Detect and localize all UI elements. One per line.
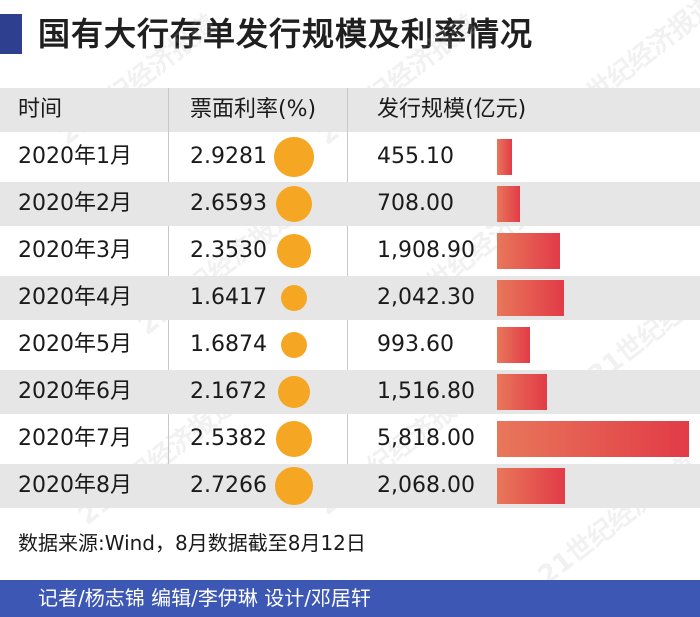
- table-row: 2020年1月 2.9281 455.10: [0, 135, 700, 179]
- rate-label: 2.3530: [190, 238, 267, 263]
- size-label: 2,068.00: [377, 473, 475, 498]
- header-month: 时间: [18, 97, 63, 122]
- table-row: 2020年4月 1.6417 2,042.30: [0, 276, 700, 320]
- size-bar: [497, 468, 566, 504]
- table-row: 2020年5月 1.6874 993.60: [0, 323, 700, 367]
- month-label: 2020年8月: [18, 473, 132, 498]
- size-label: 1,908.90: [377, 238, 475, 263]
- rate-bubble: [277, 234, 311, 268]
- table-row: 2020年2月 2.6593 708.00: [0, 182, 700, 226]
- size-label: 455.10: [377, 144, 454, 169]
- rate-label: 1.6874: [190, 332, 267, 357]
- month-label: 2020年4月: [18, 285, 132, 310]
- title-accent: [0, 14, 22, 54]
- page-title: 国有大行存单发行规模及利率情况: [38, 15, 534, 53]
- rate-label: 2.5382: [190, 426, 267, 451]
- table-row: 2020年7月 2.5382 5,818.00: [0, 417, 700, 461]
- data-source-note: 数据来源:Wind，8月数据截至8月12日: [18, 531, 366, 555]
- size-bar: [497, 233, 560, 269]
- rate-label: 1.6417: [190, 285, 267, 310]
- rate-label: 2.9281: [190, 144, 267, 169]
- size-bar: [497, 421, 689, 457]
- size-label: 708.00: [377, 191, 454, 216]
- header-rate: 票面利率(%): [190, 97, 317, 122]
- credits-footer: 记者/杨志锦 编辑/李伊琳 设计/邓居轩: [0, 580, 700, 617]
- header-size: 发行规模(亿元): [377, 97, 527, 122]
- size-label: 1,516.80: [377, 379, 475, 404]
- month-label: 2020年7月: [18, 426, 132, 451]
- rate-bubble: [275, 467, 313, 505]
- size-label: 2,042.30: [377, 285, 475, 310]
- rate-label: 2.6593: [190, 191, 267, 216]
- rate-bubble: [280, 331, 308, 359]
- table-row: 2020年6月 2.1672 1,516.80: [0, 370, 700, 414]
- rate-bubble: [280, 284, 308, 312]
- month-label: 2020年1月: [18, 144, 132, 169]
- title-bar: 国有大行存单发行规模及利率情况: [0, 0, 700, 68]
- table-header-row: 时间 票面利率(%) 发行规模(亿元): [0, 88, 700, 132]
- size-bar: [497, 139, 513, 175]
- month-label: 2020年2月: [18, 191, 132, 216]
- rate-bubble: [274, 137, 314, 177]
- size-bar: [497, 374, 548, 410]
- credits-text: 记者/杨志锦 编辑/李伊琳 设计/邓居轩: [38, 586, 371, 610]
- rate-bubble: [275, 185, 313, 223]
- rate-label: 2.1672: [190, 379, 267, 404]
- table-row: 2020年3月 2.3530 1,908.90: [0, 229, 700, 273]
- month-label: 2020年6月: [18, 379, 132, 404]
- month-label: 2020年3月: [18, 238, 132, 263]
- month-label: 2020年5月: [18, 332, 132, 357]
- size-bar: [497, 327, 530, 363]
- size-label: 993.60: [377, 332, 454, 357]
- rate-bubble: [278, 376, 310, 408]
- rate-bubble: [276, 421, 312, 457]
- size-bar: [497, 280, 565, 316]
- rate-label: 2.7266: [190, 473, 267, 498]
- size-label: 5,818.00: [377, 426, 475, 451]
- size-bar: [497, 186, 521, 222]
- table-row: 2020年8月 2.7266 2,068.00: [0, 464, 700, 508]
